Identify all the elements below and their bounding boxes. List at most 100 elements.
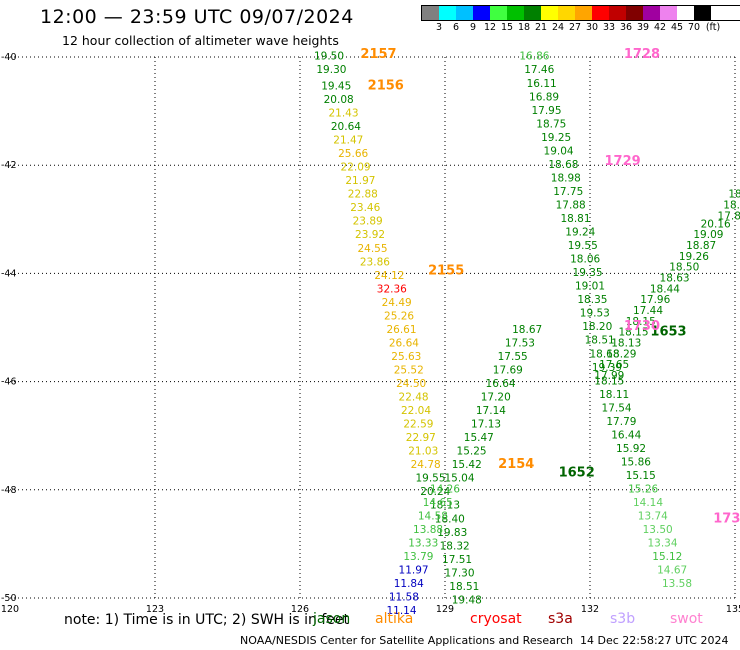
wave-height-value: 15.25 — [457, 446, 487, 458]
wave-height-value: 24.50 — [396, 378, 426, 390]
wave-height-value: 23.89 — [353, 216, 383, 228]
lat-tick-label: -46 — [1, 377, 17, 388]
wave-height-value: 17.53 — [505, 337, 535, 349]
legend-tick-label: 36 — [619, 22, 633, 33]
legend-color-bar — [421, 5, 740, 21]
wave-height-value: 18.75 — [536, 118, 566, 130]
wave-height-value: 16.86 — [519, 51, 549, 63]
wave-height-value: 18.68 — [589, 348, 619, 360]
legend-swatch — [507, 6, 524, 20]
wave-height-value: 19.55 — [568, 240, 598, 252]
track-label: 1730 — [624, 319, 660, 334]
wave-height-value: 13.50 — [643, 524, 673, 536]
legend-swatch — [677, 6, 694, 20]
wave-height-value: 13.79 — [403, 551, 433, 563]
legend-swatch — [422, 6, 439, 20]
legend-tick-label: 18 — [517, 22, 531, 33]
wave-height-value: 15.92 — [616, 443, 646, 455]
legend-tick-label: 3 — [435, 22, 443, 33]
legend-tick-label: 39 — [636, 22, 650, 33]
wave-height-value: 18.13 — [611, 337, 641, 349]
wave-height-value: 25.63 — [391, 351, 421, 363]
wave-height-value: 16.11 — [527, 78, 557, 90]
color-legend: 3 6 9 12 15 18 21 24 27 30 33 36 39 42 45 70 (ft) — [421, 5, 740, 35]
wave-height-value: 15.04 — [444, 473, 474, 485]
wave-height-value: 18.44 — [650, 283, 680, 295]
wave-height-value: 18.0 — [723, 199, 740, 211]
wave-height-value: 17.99 — [594, 370, 624, 382]
wave-height-value: 18.51 — [449, 581, 479, 593]
wave-height-value: 14.67 — [657, 565, 687, 577]
legend-unit-label: (ft) — [705, 22, 721, 33]
wave-height-value: 19.39 — [592, 362, 622, 374]
wave-height-value: 15.86 — [621, 456, 651, 468]
wave-height-value: 18 — [728, 189, 740, 201]
lon-tick-label: 129 — [436, 604, 454, 615]
wave-height-value: 15.26 — [628, 484, 658, 496]
track-label: 2157 — [360, 47, 396, 62]
satellite-legend-cryosat: cryosat — [470, 611, 522, 627]
track-label: 2155 — [428, 263, 464, 278]
wave-height-value: 20.16 — [701, 218, 731, 230]
wave-height-value: 17.51 — [442, 554, 472, 566]
wave-height-value: 19.55 — [415, 473, 445, 485]
wave-height-value: 13.88 — [413, 524, 443, 536]
track-label: 1729 — [605, 154, 641, 169]
wave-height-value: 19.45 — [321, 80, 351, 92]
wave-height-value: 19.30 — [316, 64, 346, 76]
wave-height-value: 17.88 — [556, 199, 586, 211]
legend-swatch — [592, 6, 609, 20]
wave-height-value: 13.58 — [662, 578, 692, 590]
legend-tick-label: 42 — [653, 22, 667, 33]
wave-height-value: 13.74 — [638, 511, 668, 523]
wave-height-value: 14.14 — [633, 497, 663, 509]
wave-height-value: 20.08 — [324, 94, 354, 106]
wave-height-value: 17.14 — [476, 405, 506, 417]
wave-height-value: 15.15 — [626, 470, 656, 482]
wave-height-value: 18.51 — [585, 335, 615, 347]
legend-swatch — [626, 6, 643, 20]
wave-height-value: 17.65 — [599, 359, 629, 371]
legend-swatch — [694, 6, 711, 20]
wave-height-value: 17.46 — [524, 64, 554, 76]
wave-height-value: 17.30 — [444, 567, 474, 579]
wave-height-value: 18.35 — [577, 294, 607, 306]
wave-height-value: 18.40 — [435, 513, 465, 525]
wave-height-value: 32.36 — [377, 283, 407, 295]
lat-tick-label: -48 — [1, 485, 17, 496]
track-label: 1653 — [650, 325, 686, 340]
footer-timestamp: 14 Dec 22:58:27 UTC 2024 — [580, 634, 729, 647]
wave-height-value: 25.52 — [394, 364, 424, 376]
wave-height-value: 14.26 — [430, 484, 460, 496]
wave-height-value: 23.86 — [360, 256, 390, 268]
legend-swatch — [456, 6, 473, 20]
track-label: 2154 — [498, 457, 534, 472]
wave-height-value: 24.55 — [357, 243, 387, 255]
wave-height-value: 17.44 — [633, 305, 663, 317]
legend-tick-label: 27 — [568, 22, 582, 33]
wave-height-value: 22.88 — [348, 189, 378, 201]
wave-height-value: 14.58 — [418, 511, 448, 523]
wave-height-value: 21.47 — [333, 135, 363, 147]
wave-height-value: 15.47 — [464, 432, 494, 444]
wave-height-value: 15.42 — [452, 459, 482, 471]
legend-swatch — [575, 6, 592, 20]
wave-height-value: 17.69 — [493, 364, 523, 376]
wave-height-value: 18.13 — [430, 500, 460, 512]
wave-height-value: 18.67 — [512, 324, 542, 336]
legend-swatch — [524, 6, 541, 20]
legend-swatch — [609, 6, 626, 20]
wave-height-value: 25.66 — [338, 148, 368, 160]
wave-height-value: 17.96 — [640, 294, 670, 306]
track-label: 1728 — [624, 47, 660, 62]
wave-height-value: 21.03 — [408, 446, 438, 458]
wave-height-value: 22.97 — [406, 432, 436, 444]
satellite-legend-altika: altika — [375, 611, 414, 627]
legend-tick-label: 70 — [687, 22, 701, 33]
wave-height-value: 18.06 — [570, 254, 600, 266]
lon-tick-label: 132 — [581, 604, 599, 615]
wave-height-value: 24.78 — [411, 459, 441, 471]
wave-height-value: 11.84 — [394, 578, 424, 590]
wave-height-value: 18.15 — [626, 316, 656, 328]
